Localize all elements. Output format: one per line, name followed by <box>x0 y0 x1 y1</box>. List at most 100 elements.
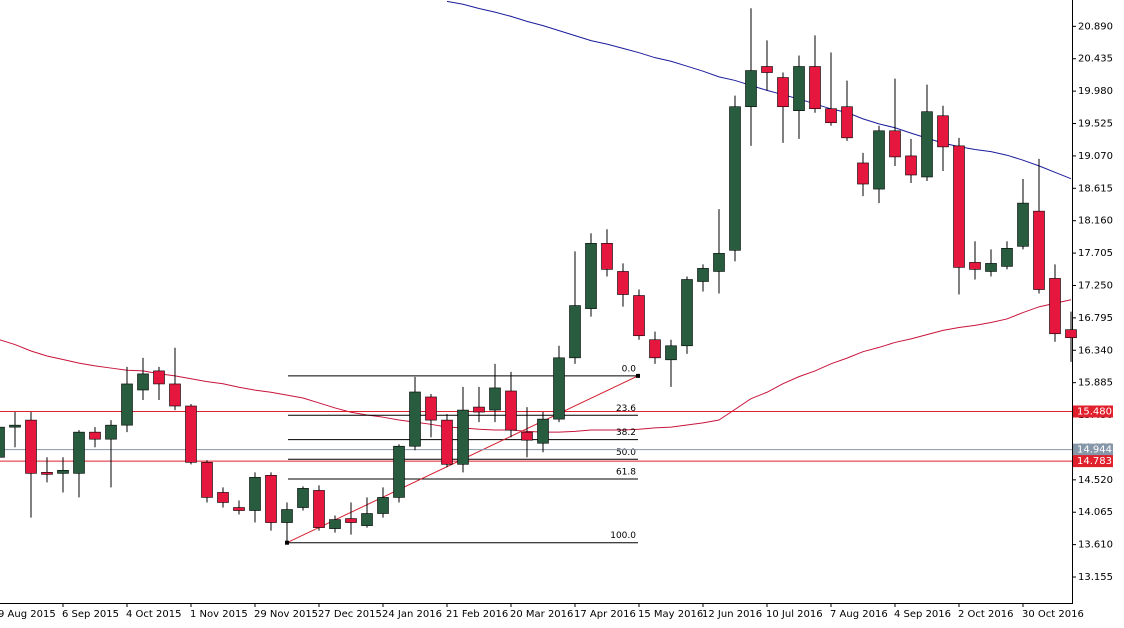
candle-body <box>249 477 261 511</box>
candle-body <box>137 373 149 391</box>
candle-body <box>441 419 453 465</box>
candle-body <box>105 424 117 440</box>
candle-body <box>265 475 277 523</box>
candle-body <box>185 405 197 463</box>
candle-body <box>905 155 917 176</box>
candle-body <box>1049 278 1061 335</box>
x-tick-label: 12 Jun 2016 <box>702 609 762 620</box>
fib-label: 0.0 <box>622 364 637 374</box>
y-tick-label: 16.795 <box>1078 313 1113 324</box>
y-tick-label: 17.250 <box>1078 280 1113 291</box>
y-tick-label: 17.705 <box>1078 248 1113 259</box>
candle-body <box>217 492 229 503</box>
price-label-box <box>1073 443 1113 456</box>
candle-body <box>1017 202 1029 247</box>
candle-body <box>345 518 357 523</box>
candle-body <box>457 409 469 465</box>
candle-body <box>0 426 5 458</box>
x-tick-label: 29 Nov 2015 <box>254 609 318 620</box>
candle-body <box>201 462 213 498</box>
y-tick-label: 15.885 <box>1078 378 1113 389</box>
candle-body <box>985 263 997 272</box>
candle-body <box>665 345 677 361</box>
candle-body <box>825 108 837 124</box>
candle-body <box>57 469 69 474</box>
candle-body <box>921 111 933 178</box>
candle-body <box>9 424 21 428</box>
candle-body <box>649 339 661 359</box>
x-tick-label: 27 Dec 2015 <box>318 609 382 620</box>
y-tick-label: 13.610 <box>1078 540 1113 551</box>
x-tick-label: 2 Oct 2016 <box>958 609 1013 620</box>
x-tick-label: 20 Mar 2016 <box>510 609 573 620</box>
candle-body <box>937 115 949 148</box>
candle-body <box>681 279 693 347</box>
candle-body <box>521 431 533 441</box>
fib-anchor <box>285 540 289 545</box>
candle-body <box>489 387 501 411</box>
candle-body <box>281 509 293 523</box>
y-tick-label: 20.435 <box>1078 54 1113 65</box>
x-tick-label: 9 Aug 2015 <box>0 609 56 620</box>
candle-body <box>41 472 53 475</box>
x-tick-label: 24 Jan 2016 <box>382 609 442 620</box>
x-tick-label: 10 Jul 2016 <box>766 609 823 620</box>
candle-body <box>617 271 629 295</box>
fib-label: 100.0 <box>610 531 636 541</box>
fib-label: 50.0 <box>616 448 636 458</box>
candle-body <box>169 383 181 407</box>
moving-average <box>0 299 1072 433</box>
y-tick-label: 14.065 <box>1078 507 1113 518</box>
candle-body <box>585 243 597 309</box>
x-tick-label: 4 Sep 2016 <box>894 609 951 620</box>
x-tick-label: 6 Sep 2015 <box>62 609 119 620</box>
candle-body <box>1001 248 1013 267</box>
candle-body <box>393 445 405 498</box>
candle-body <box>777 77 789 108</box>
fib-label: 38.2 <box>616 428 636 438</box>
candle-body <box>873 130 885 190</box>
x-tick-label: 21 Feb 2016 <box>446 609 508 620</box>
x-tick-label: 15 May 2016 <box>638 609 703 620</box>
candle-body <box>297 488 309 508</box>
candle-body <box>841 106 853 139</box>
candle-body <box>697 268 709 282</box>
y-tick-label: 19.070 <box>1078 151 1113 162</box>
candle-body <box>809 66 821 110</box>
candle-body <box>233 507 245 511</box>
candle-body <box>553 357 565 420</box>
fib-anchor <box>636 373 640 378</box>
fib-label: 61.8 <box>616 467 636 477</box>
candle-body <box>601 243 613 270</box>
candle-body <box>25 419 37 474</box>
candle-body <box>793 66 805 112</box>
candle-body <box>633 295 645 337</box>
price-label-box <box>1073 405 1113 418</box>
x-tick-label: 17 Apr 2016 <box>574 609 636 620</box>
candle-body <box>569 305 581 359</box>
candle-body <box>89 431 101 440</box>
x-tick-label: 1 Nov 2015 <box>190 609 248 620</box>
candle-body <box>1065 329 1077 339</box>
y-tick-label: 19.980 <box>1078 86 1113 97</box>
candle-body <box>361 513 373 526</box>
candle-body <box>889 130 901 158</box>
price-label: 14.944 <box>1077 445 1112 456</box>
candle-body <box>329 519 341 529</box>
x-tick-label: 4 Oct 2015 <box>126 609 181 620</box>
candle-body <box>409 391 421 447</box>
candle-body <box>153 370 165 385</box>
x-tick-label: 7 Aug 2016 <box>830 609 888 620</box>
x-tick-label: 30 Oct 2016 <box>1022 609 1084 620</box>
fib-label: 23.6 <box>616 404 636 414</box>
candle-body <box>953 145 965 268</box>
candle-body <box>969 262 981 270</box>
y-tick-label: 19.525 <box>1078 119 1113 130</box>
candle-body <box>121 383 133 426</box>
y-tick-label: 18.615 <box>1078 183 1113 194</box>
price-label: 14.783 <box>1077 456 1112 467</box>
y-tick-label: 20.890 <box>1078 21 1113 32</box>
candle-body <box>857 162 869 185</box>
candle-body <box>537 418 549 444</box>
